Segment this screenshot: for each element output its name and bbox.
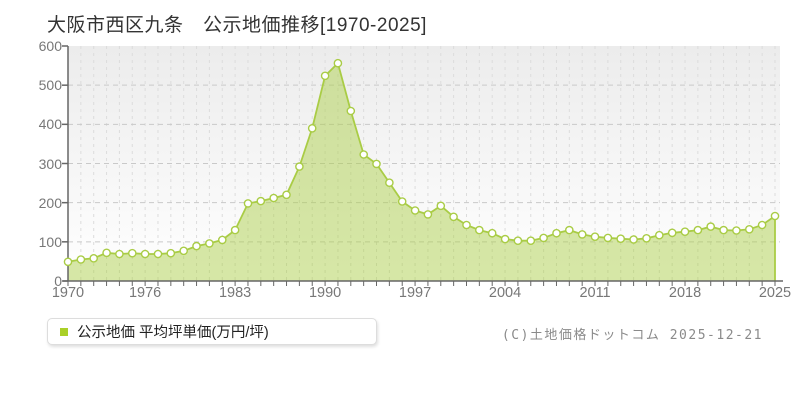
- data-point-marker: [166, 248, 176, 258]
- area-series: [68, 63, 775, 282]
- legend-swatch-icon: [60, 327, 68, 336]
- copyright-text: (C)土地価格ドットコム 2025-12-21: [501, 328, 763, 343]
- data-point-marker: [487, 228, 497, 238]
- data-point-marker: [732, 226, 741, 235]
- data-point-marker: [372, 159, 381, 169]
- data-point-marker: [243, 199, 253, 208]
- data-point-marker: [603, 233, 613, 243]
- data-point-marker: [667, 228, 677, 238]
- x-axis-tick-label: 2011: [579, 285, 611, 301]
- data-point-marker: [565, 225, 574, 235]
- data-point-marker: [256, 196, 266, 206]
- page-title: 大阪市西区九条 公示地価推移[1970-2025]: [47, 15, 427, 36]
- legend-label: 公示地価 平均坪単価(万円/坪): [77, 325, 269, 341]
- data-point-marker: [474, 225, 484, 235]
- data-point-marker: [282, 190, 291, 200]
- data-point-marker: [526, 236, 536, 245]
- y-axis-tick-label: 500: [38, 77, 62, 94]
- data-point-marker: [179, 246, 188, 256]
- data-point-marker: [127, 248, 137, 258]
- data-point-marker: [757, 220, 767, 230]
- data-point-marker: [76, 255, 86, 264]
- data-point-marker: [359, 150, 369, 159]
- data-point-marker: [423, 210, 433, 219]
- data-point-marker: [89, 253, 98, 263]
- y-axis-tick-label: 600: [38, 38, 62, 54]
- x-axis-tick-label: 1990: [308, 285, 342, 301]
- y-axis-tick-label: 200: [38, 194, 62, 211]
- data-point-marker: [577, 230, 587, 239]
- data-point-marker: [385, 178, 394, 187]
- data-point-marker: [102, 248, 111, 258]
- data-point-marker: [307, 124, 317, 133]
- data-point-marker: [449, 212, 458, 222]
- data-point-marker: [616, 234, 626, 243]
- data-point-marker: [655, 230, 664, 240]
- data-point-marker: [63, 257, 73, 267]
- x-axis-tick-label: 2025: [758, 285, 792, 301]
- data-point-marker: [552, 228, 561, 238]
- data-point-marker: [436, 201, 446, 211]
- data-point-marker: [745, 224, 754, 234]
- data-point-marker: [770, 211, 780, 221]
- data-point-marker: [192, 241, 201, 251]
- data-point-marker: [333, 58, 343, 68]
- data-point-marker: [346, 106, 356, 116]
- data-point-marker: [230, 225, 240, 235]
- x-axis-tick-label: 2018: [668, 285, 702, 301]
- x-axis-tick-label: 1976: [128, 285, 162, 301]
- data-point-marker: [269, 193, 279, 203]
- data-point-marker: [153, 249, 163, 259]
- legend-box: 公示地価 平均坪単価(万円/坪): [47, 318, 377, 345]
- data-point-marker: [397, 197, 407, 206]
- data-point-marker: [500, 234, 510, 244]
- y-axis-tick-label: 300: [38, 155, 62, 172]
- data-point-marker: [295, 162, 304, 171]
- price-trend-chart: [62, 45, 783, 286]
- data-point-marker: [205, 239, 214, 248]
- x-axis-tick-label: 1970: [51, 285, 85, 301]
- x-axis-tick-label: 2004: [488, 285, 522, 301]
- y-axis-tick-label: 400: [38, 116, 62, 133]
- data-point-marker: [629, 235, 638, 244]
- data-point-marker: [706, 222, 716, 231]
- x-axis-tick-label: 1983: [218, 285, 252, 301]
- data-point-marker: [513, 236, 523, 245]
- data-point-marker: [693, 225, 703, 235]
- data-point-marker: [217, 235, 227, 245]
- y-axis-tick-label: 100: [38, 233, 62, 250]
- data-point-marker: [140, 249, 150, 259]
- data-point-marker: [462, 220, 471, 230]
- y-axis-tick-label: 0: [54, 273, 62, 289]
- data-point-marker: [410, 206, 420, 215]
- x-axis-tick-label: 1997: [398, 285, 432, 301]
- data-point-marker: [320, 71, 330, 81]
- data-point-marker: [115, 249, 124, 259]
- data-point-marker: [680, 227, 690, 236]
- data-point-marker: [539, 233, 548, 243]
- data-point-marker: [590, 232, 600, 241]
- data-point-marker: [642, 233, 651, 243]
- data-point-marker: [719, 225, 728, 235]
